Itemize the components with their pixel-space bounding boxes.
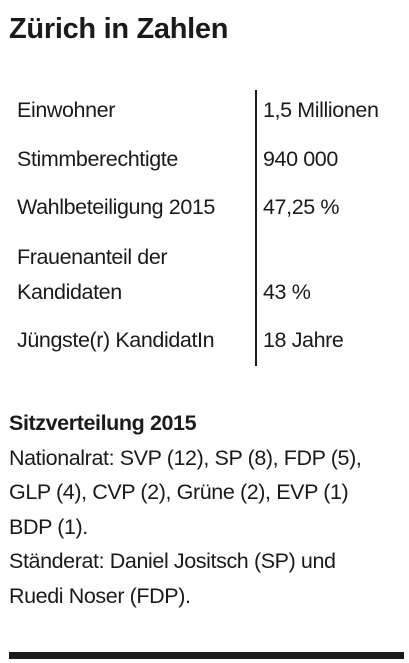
facts-table: Einwohner 1,5 Millionen Stimmberechtigte… <box>17 90 402 366</box>
fact-row-turnout: Wahlbeteiligung 2015 47,25 % <box>17 190 402 225</box>
fact-row-population: Einwohner 1,5 Millionen <box>17 93 402 128</box>
fact-label-line: Kandidaten <box>17 280 122 304</box>
fact-label: Wahlbeteiligung 2015 <box>17 195 215 219</box>
fact-label: Frauenanteil der Kandidaten <box>17 240 249 310</box>
seat-text-line: Nationalrat: SVP (12), SP (8), FDP (5), <box>9 445 362 470</box>
fact-value: 1,5 Millionen <box>263 98 379 122</box>
fact-value: 940 000 <box>263 147 338 171</box>
fact-row-eligible-voters: Stimmberechtigte 940 000 <box>17 142 402 177</box>
seat-text-line: Ständerat: Daniel Jositsch (SP) und <box>9 549 336 573</box>
bottom-rule <box>9 652 404 659</box>
fact-value: 47,25 % <box>263 195 340 219</box>
seat-distribution-text: Nationalrat: SVP (12), SP (8), FDP (5), … <box>9 441 404 614</box>
fact-value: 18 Jahre <box>263 328 344 352</box>
seat-text-line: Ruedi Noser (FDP). <box>9 583 191 608</box>
fact-value: 43 % <box>263 280 311 304</box>
fact-label: Jüngste(r) KandidatIn <box>17 328 215 352</box>
seat-distribution-heading: Sitzverteilung 2015 <box>9 411 197 435</box>
seat-text-line: GLP (4), CVP (2), Grüne (2), EVP (1) <box>9 480 349 504</box>
seat-distribution: Sitzverteilung 2015 Nationalrat: SVP (12… <box>9 406 404 613</box>
fact-label: Einwohner <box>17 98 115 122</box>
fact-row-youngest-candidate: Jüngste(r) KandidatIn 18 Jahre <box>17 323 402 358</box>
fact-row-female-share: Frauenanteil der Kandidaten 43 % <box>17 240 402 310</box>
page-title: Zürich in Zahlen <box>9 13 229 45</box>
seat-text-line: BDP (1). <box>9 514 88 539</box>
fact-label: Stimmberechtigte <box>17 147 178 171</box>
fact-label-line: Frauenanteil der <box>17 245 168 269</box>
column-divider <box>255 90 257 366</box>
